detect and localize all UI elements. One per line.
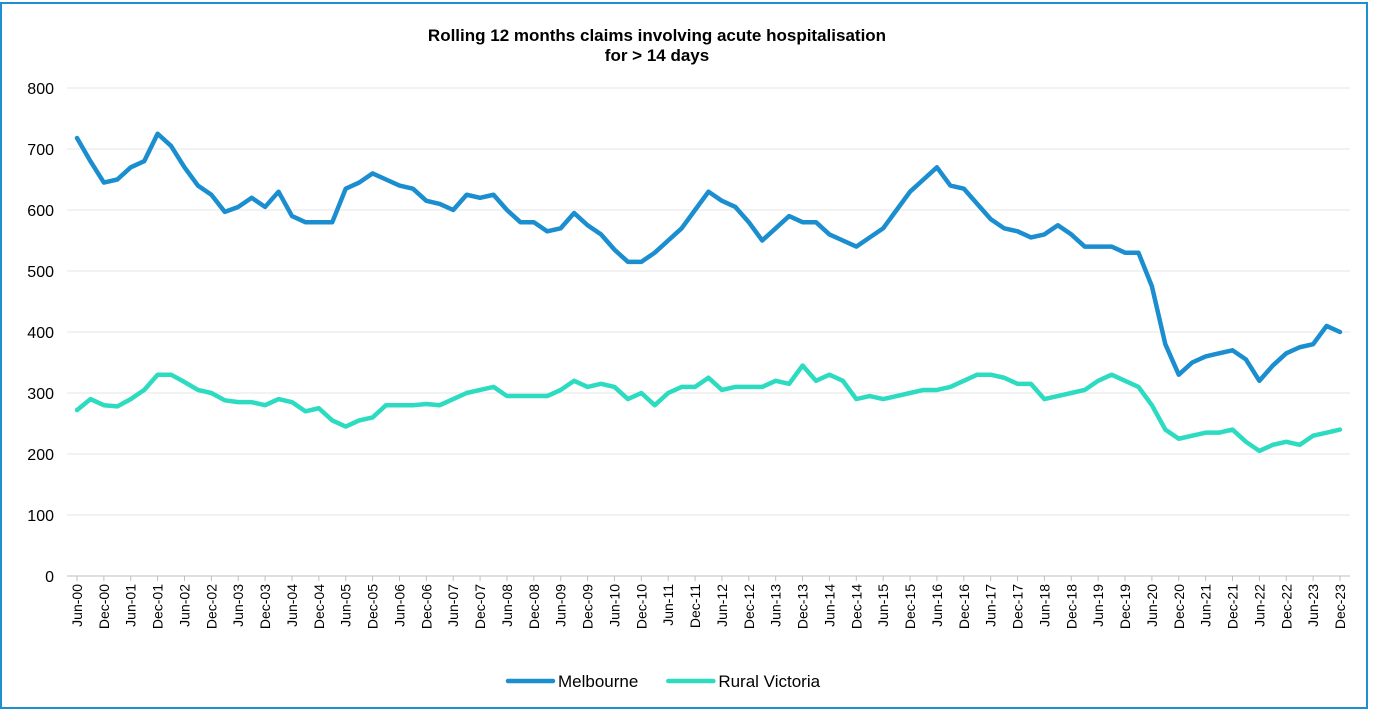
x-tick-label: Jun-03 [230, 584, 246, 627]
x-tick-label: Jun-04 [284, 584, 300, 627]
x-tick-label: Dec-17 [1010, 584, 1026, 629]
x-tick-label: Dec-05 [365, 584, 381, 629]
x-tick-label: Jun-11 [660, 584, 676, 626]
x-tick-label: Jun-22 [1251, 584, 1267, 627]
x-tick-label: Dec-06 [418, 584, 434, 629]
y-tick-label: 800 [27, 81, 54, 98]
x-tick-label: Dec-19 [1117, 584, 1133, 629]
y-tick-label: 400 [27, 325, 54, 342]
series-line [74, 363, 1343, 454]
x-tick-label: Dec-07 [472, 584, 488, 629]
x-tick-label: Dec-13 [795, 584, 811, 629]
x-tick-label: Jun-14 [821, 584, 837, 627]
x-tick-label: Dec-03 [257, 584, 273, 629]
x-tick-label: Jun-12 [714, 584, 730, 627]
x-tick-label: Dec-21 [1225, 584, 1241, 629]
x-tick-label: Dec-10 [633, 584, 649, 629]
x-tick-label: Jun-10 [606, 584, 622, 627]
x-tick-label: Dec-22 [1278, 584, 1294, 629]
y-tick-label: 300 [27, 386, 54, 403]
x-tick-label: Jun-05 [338, 584, 354, 627]
series-line [74, 131, 1343, 384]
x-tick-label: Dec-23 [1332, 584, 1348, 629]
x-tick-label: Jun-09 [553, 584, 569, 627]
x-tick-label: Dec-20 [1171, 584, 1187, 629]
x-tick-label: Dec-01 [150, 584, 166, 629]
x-tick-label: Dec-00 [96, 584, 112, 629]
x-tick-label: Jun-18 [1036, 584, 1052, 627]
x-tick-label: Jun-20 [1144, 584, 1160, 627]
x-tick-label: Dec-09 [580, 584, 596, 629]
x-tick-label: Jun-08 [499, 584, 515, 627]
y-tick-label: 0 [45, 569, 54, 586]
x-tick-label: Jun-00 [69, 584, 85, 627]
x-tick-label: Jun-17 [983, 584, 999, 627]
x-tick-label: Jun-01 [123, 584, 139, 627]
y-tick-label: 100 [27, 508, 54, 525]
x-tick-label: Dec-18 [1063, 584, 1079, 629]
x-tick-label: Jun-13 [768, 584, 784, 627]
x-tick-label: Dec-12 [741, 584, 757, 629]
x-tick-label: Dec-15 [902, 584, 918, 629]
x-tick-label: Dec-11 [687, 584, 703, 628]
x-tick-label: Jun-07 [445, 584, 461, 627]
x-tick-label: Jun-02 [176, 584, 192, 627]
x-tick-label: Jun-16 [929, 584, 945, 627]
x-tick-label: Dec-14 [848, 584, 864, 629]
x-tick-label: Dec-08 [526, 584, 542, 629]
x-tick-label: Dec-04 [311, 584, 327, 629]
y-tick-label: 500 [27, 264, 54, 281]
y-tick-label: 700 [27, 142, 54, 159]
x-tick-label: Dec-02 [203, 584, 219, 629]
y-tick-label: 600 [27, 203, 54, 220]
x-tick-label: Jun-06 [391, 584, 407, 627]
chart-title: Rolling 12 months claims involving acute… [428, 26, 886, 45]
x-tick-label: Jun-21 [1198, 584, 1214, 627]
x-tick-label: Jun-15 [875, 584, 891, 627]
x-tick-label: Jun-19 [1090, 584, 1106, 627]
legend-label: Melbourne [558, 672, 638, 691]
x-tick-label: Jun-23 [1305, 584, 1321, 627]
x-tick-label: Dec-16 [956, 584, 972, 629]
chart-title: for > 14 days [605, 46, 709, 65]
y-tick-label: 200 [27, 447, 54, 464]
legend-label: Rural Victoria [718, 672, 820, 691]
